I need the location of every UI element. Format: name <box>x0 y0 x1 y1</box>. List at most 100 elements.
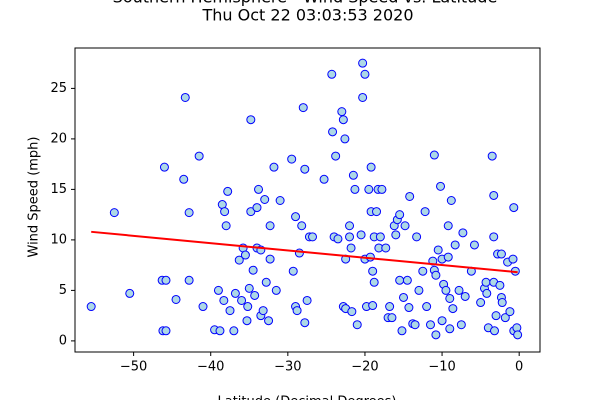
data-point <box>298 103 308 113</box>
data-point <box>345 221 355 231</box>
data-point <box>337 107 347 117</box>
data-point <box>397 326 407 336</box>
data-point <box>248 265 258 275</box>
data-point <box>246 207 256 217</box>
data-point <box>246 115 256 125</box>
data-point <box>508 254 518 264</box>
data-point <box>161 326 171 336</box>
data-point <box>346 243 356 253</box>
data-point <box>446 196 456 206</box>
data-point <box>445 293 455 303</box>
data-point <box>184 208 194 218</box>
data-point <box>271 285 281 295</box>
data-point <box>358 92 368 102</box>
x-tick-label: −10 <box>428 360 455 375</box>
y-tick-label: 5 <box>59 283 67 298</box>
data-point <box>242 316 252 326</box>
data-point <box>420 207 430 217</box>
data-point <box>198 302 208 312</box>
y-tick-label: 25 <box>50 81 67 96</box>
data-point <box>327 69 337 79</box>
data-point <box>368 301 378 311</box>
data-point <box>366 162 376 172</box>
data-point <box>125 288 135 298</box>
data-point <box>399 292 409 302</box>
data-point <box>431 330 441 340</box>
data-point <box>469 240 479 250</box>
x-tick-label: 0 <box>515 360 523 375</box>
data-point <box>395 210 405 220</box>
data-point <box>300 164 310 174</box>
data-point <box>450 240 460 250</box>
data-point <box>161 275 171 285</box>
data-point <box>495 280 505 290</box>
data-point <box>441 285 451 295</box>
data-point <box>481 277 491 287</box>
data-point <box>368 266 378 276</box>
data-point <box>496 249 506 259</box>
data-point <box>265 221 275 231</box>
data-point <box>244 283 254 293</box>
data-point <box>86 302 96 312</box>
data-point <box>385 302 395 312</box>
data-point <box>391 230 401 240</box>
data-point <box>448 304 458 314</box>
data-point <box>194 151 204 161</box>
data-point <box>291 212 301 222</box>
data-point <box>445 324 455 334</box>
data-point <box>404 303 414 313</box>
data-point <box>308 232 318 242</box>
data-point <box>287 154 297 164</box>
data-point <box>372 207 382 217</box>
data-point <box>425 320 435 330</box>
x-axis-label: Latitude (Decimal Degrees) <box>217 395 396 400</box>
data-point <box>229 326 239 336</box>
data-point <box>387 313 397 323</box>
data-point <box>237 295 247 305</box>
data-point <box>476 298 486 308</box>
data-point <box>369 277 379 287</box>
data-point <box>223 186 233 196</box>
data-point <box>405 191 415 201</box>
data-point <box>240 250 250 260</box>
data-point <box>300 318 310 328</box>
data-point <box>180 92 190 102</box>
data-point <box>219 295 229 305</box>
data-point <box>482 288 492 298</box>
data-point <box>364 184 374 194</box>
data-point <box>213 285 223 295</box>
data-point <box>414 285 424 295</box>
data-point <box>412 232 422 242</box>
x-tick-label: −40 <box>197 360 224 375</box>
data-point <box>458 228 468 238</box>
data-point <box>275 196 285 206</box>
y-tick-label: 0 <box>59 333 67 348</box>
data-point <box>443 252 453 262</box>
data-point <box>221 221 231 231</box>
data-point <box>358 58 368 68</box>
data-point <box>402 275 412 285</box>
data-point <box>254 184 264 194</box>
data-point <box>264 316 274 326</box>
plot-frame <box>74 47 541 353</box>
regression-line <box>91 230 518 274</box>
data-point <box>179 174 189 184</box>
data-point <box>230 288 240 298</box>
data-point <box>497 298 507 308</box>
data-point <box>252 203 262 213</box>
y-tick-label: 15 <box>50 182 67 197</box>
data-point <box>422 302 432 312</box>
data-point <box>302 295 312 305</box>
data-point <box>489 232 499 242</box>
data-point <box>431 270 441 280</box>
data-point <box>487 151 497 161</box>
data-point <box>328 127 338 137</box>
y-tick-label: 10 <box>50 232 67 247</box>
data-point <box>489 190 499 200</box>
data-point <box>265 254 275 264</box>
data-point <box>375 232 385 242</box>
data-point <box>184 275 194 285</box>
data-point <box>340 134 350 144</box>
x-tick-label: −30 <box>274 360 301 375</box>
data-point <box>500 313 510 323</box>
